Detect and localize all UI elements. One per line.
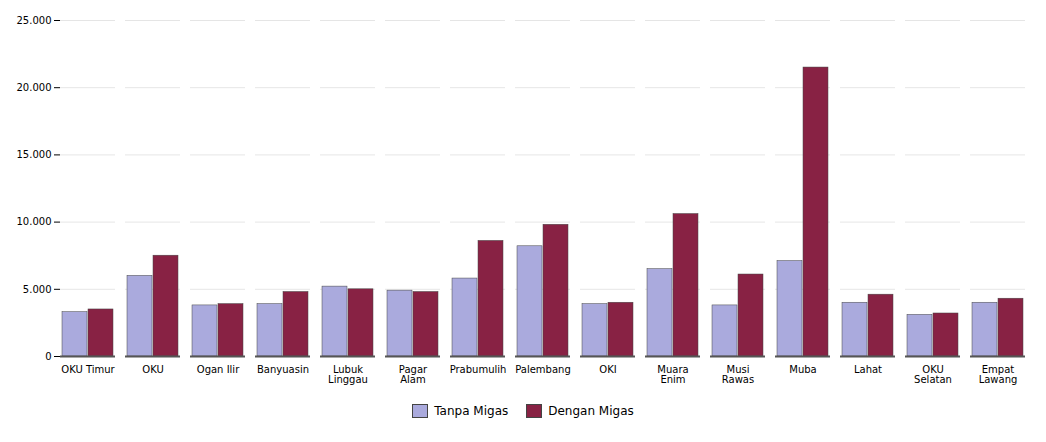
svg-text:Banyuasin: Banyuasin <box>257 364 309 375</box>
svg-text:OKU: OKU <box>142 364 163 375</box>
svg-text:Palembang: Palembang <box>515 364 571 375</box>
svg-text:25.000: 25.000 <box>17 15 52 26</box>
svg-text:Ogan Ilir: Ogan Ilir <box>197 364 240 375</box>
svg-text:MusiRawas: MusiRawas <box>722 364 754 385</box>
svg-text:10.000: 10.000 <box>17 216 52 227</box>
svg-text:15.000: 15.000 <box>17 149 52 160</box>
svg-text:PagarAlam: PagarAlam <box>399 364 428 385</box>
svg-text:OKUSelatan: OKUSelatan <box>914 364 952 385</box>
svg-text:5.000: 5.000 <box>23 284 52 295</box>
html-text:Dengan Migas: Dengan Migas <box>548 404 634 418</box>
svg-text:OKI: OKI <box>599 364 616 375</box>
svg-text:Prabumulih: Prabumulih <box>450 364 507 375</box>
html-text:Tanpa Migas: Tanpa Migas <box>434 404 509 418</box>
svg-text:OKU Timur: OKU Timur <box>61 364 115 375</box>
svg-text:MuaraEnim: MuaraEnim <box>657 364 688 385</box>
svg-text:Lahat: Lahat <box>854 364 882 375</box>
svg-text:20.000: 20.000 <box>17 82 52 93</box>
svg-text:Muba: Muba <box>789 364 816 375</box>
svg-text:0: 0 <box>45 351 51 362</box>
svg-text:LubukLinggau: LubukLinggau <box>328 364 368 385</box>
svg-text:EmpatLawang: EmpatLawang <box>979 364 1018 385</box>
